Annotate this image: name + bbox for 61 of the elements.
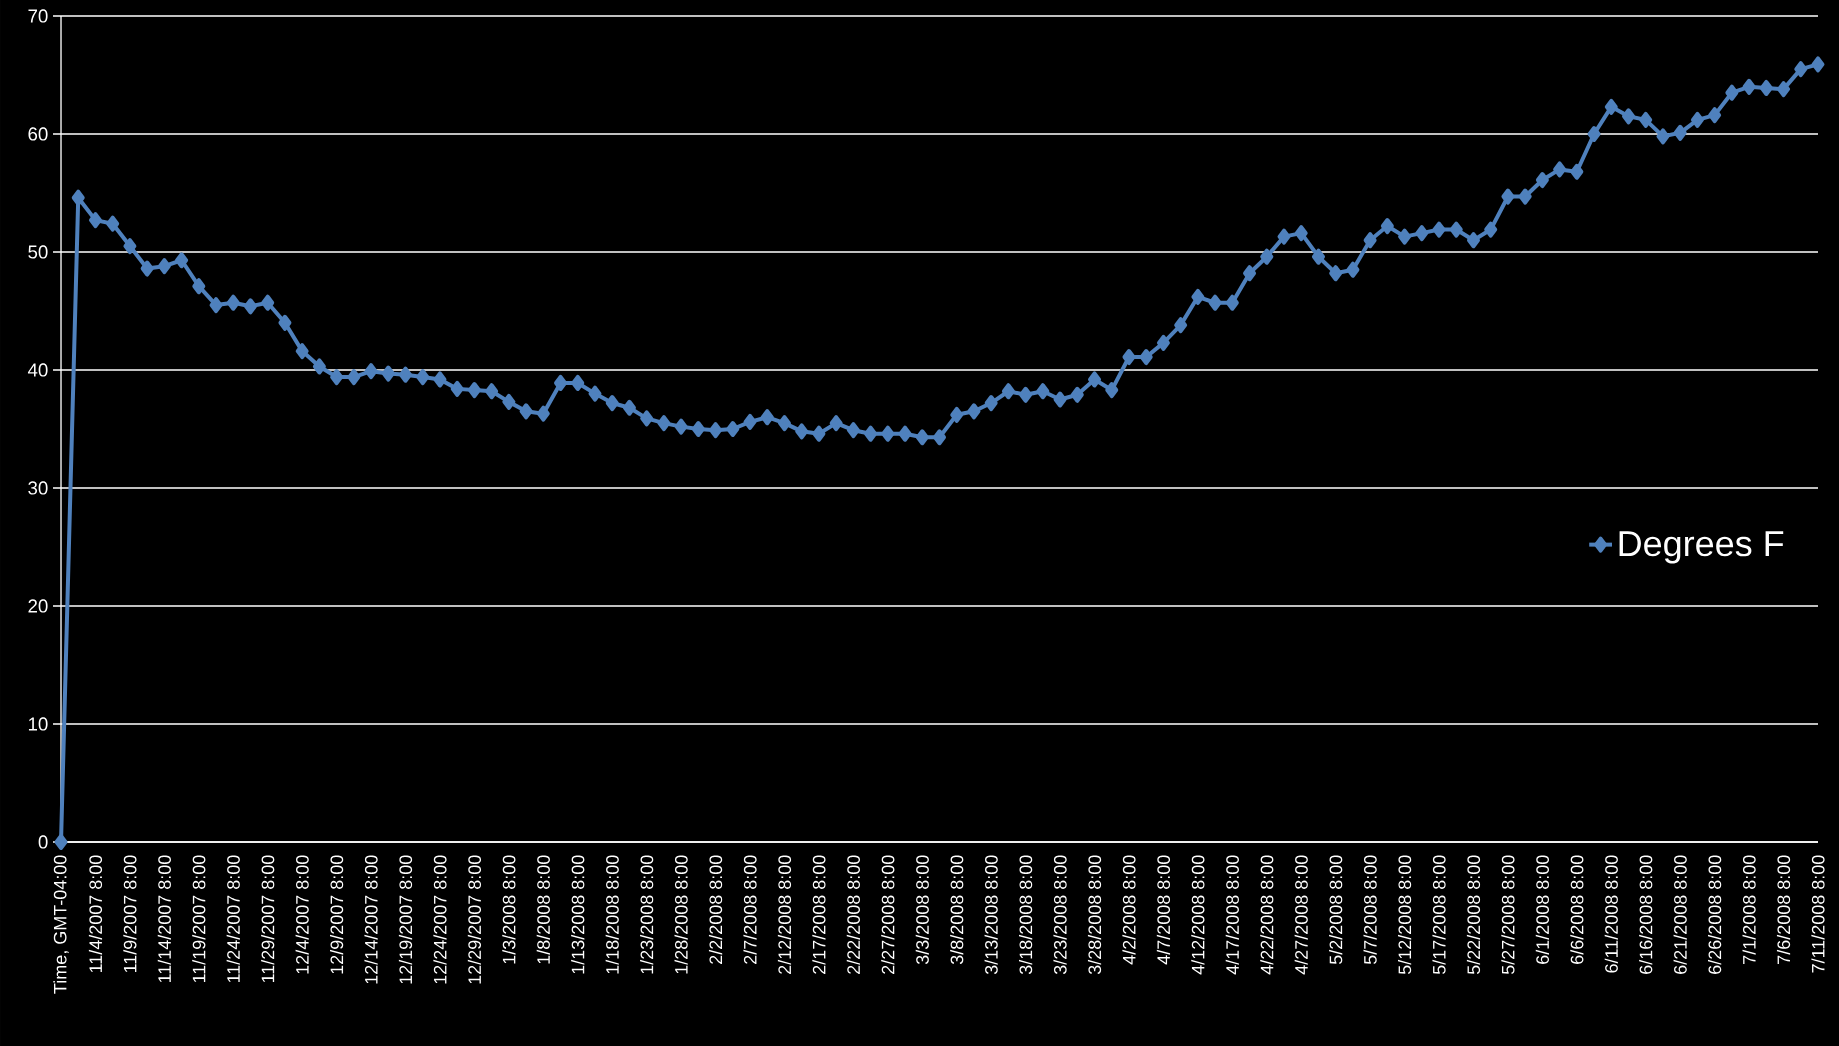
x-tick-label: Time, GMT-04:00: [53, 855, 69, 994]
x-tick-label: 2/22/2008 8:00: [846, 855, 860, 974]
x-tick-label: 11/14/2007 8:00: [157, 855, 171, 983]
x-tick-label: 11/9/2007 8:00: [123, 855, 137, 973]
x-tick-label: 2/12/2008 8:00: [777, 855, 792, 974]
x-tick-label: 5/27/2008 8:00: [1501, 855, 1515, 975]
x-tick-label: 12/29/2007 8:00: [467, 855, 482, 984]
x-tick-label: 3/8/2008 8:00: [950, 855, 964, 965]
x-tick-label: 4/27/2008 8:00: [1294, 855, 1308, 975]
x-tick-label: 5/17/2008 8:00: [1432, 855, 1446, 975]
x-tick-label: 6/26/2008 8:00: [1708, 855, 1722, 974]
x-tick-label: 12/24/2007 8:00: [433, 855, 447, 984]
x-tick-label: 6/6/2008 8:00: [1570, 855, 1584, 964]
x-tick-label: 11/4/2007 8:00: [88, 855, 103, 973]
x-tick-label: 3/13/2008 8:00: [984, 855, 998, 975]
x-tick-label: 5/7/2008 8:00: [1363, 855, 1377, 965]
y-tick-label: 0: [38, 835, 48, 849]
y-tick-label: 10: [28, 717, 48, 731]
x-tick-label: 1/13/2008 8:00: [571, 855, 585, 974]
x-tick-label: 3/23/2008 8:00: [1053, 855, 1067, 975]
x-tick-label: 6/16/2008 8:00: [1639, 855, 1653, 974]
x-tick-label: 11/24/2007 8:00: [226, 855, 240, 983]
y-tick-label: 70: [28, 9, 48, 23]
x-tick-label: 12/9/2007 8:00: [330, 855, 344, 974]
x-tick-label: 1/8/2008 8:00: [536, 855, 550, 964]
x-tick-label: 2/27/2008 8:00: [881, 855, 895, 974]
x-tick-label: 6/21/2008 8:00: [1673, 855, 1687, 974]
x-tick-label: 3/3/2008 8:00: [915, 855, 929, 965]
x-tick-label: 12/4/2007 8:00: [295, 855, 309, 974]
x-tick-label: 6/1/2008 8:00: [1535, 855, 1549, 964]
y-tick-label: 60: [28, 127, 48, 141]
x-tick-label: 11/29/2007 8:00: [261, 855, 275, 983]
x-tick-label: 3/18/2008 8:00: [1019, 855, 1033, 975]
y-tick-label: 40: [27, 363, 48, 377]
x-tick-label: 4/12/2008 8:00: [1191, 855, 1205, 975]
x-tick-label: 1/28/2008 8:00: [674, 855, 688, 974]
x-tick-label: 1/23/2008 8:00: [640, 855, 654, 974]
x-tick-label: 2/2/2008 8:00: [708, 855, 723, 964]
x-tick-label: 12/14/2007 8:00: [364, 855, 378, 984]
x-tick-label: 5/12/2008 8:00: [1397, 855, 1412, 975]
x-tick-label: 5/2/2008 8:00: [1329, 855, 1343, 965]
x-tick-label: 2/7/2008 8:00: [743, 855, 757, 964]
x-tick-label: 3/28/2008 8:00: [1087, 855, 1102, 975]
y-tick-label: 30: [28, 481, 48, 495]
x-tick-label: 12/19/2007 8:00: [398, 855, 413, 984]
x-tick-label: 2/17/2008 8:00: [812, 855, 826, 974]
legend-label: Degrees F: [1619, 531, 1784, 564]
x-tick-label: 1/18/2008 8:00: [605, 855, 619, 974]
x-tick-label: 4/22/2008 8:00: [1260, 855, 1274, 975]
x-tick-label: 11/19/2007 8:00: [192, 855, 206, 983]
x-tick-label: 4/17/2008 8:00: [1225, 855, 1239, 975]
x-tick-label: 7/11/2008 8:00: [1811, 855, 1825, 973]
y-tick-label: 20: [28, 599, 48, 613]
x-tick-label: 7/6/2008 8:00: [1776, 855, 1791, 964]
x-tick-label: 4/7/2008 8:00: [1156, 855, 1171, 965]
x-tick-label: 1/3/2008 8:00: [502, 855, 516, 964]
x-tick-label: 6/11/2008 8:00: [1604, 855, 1618, 973]
x-tick-label: 5/22/2008 8:00: [1466, 855, 1481, 975]
x-tick-label: 4/2/2008 8:00: [1122, 855, 1136, 965]
y-tick-label: 50: [28, 245, 48, 259]
x-tick-label: 7/1/2008 8:00: [1742, 855, 1756, 964]
